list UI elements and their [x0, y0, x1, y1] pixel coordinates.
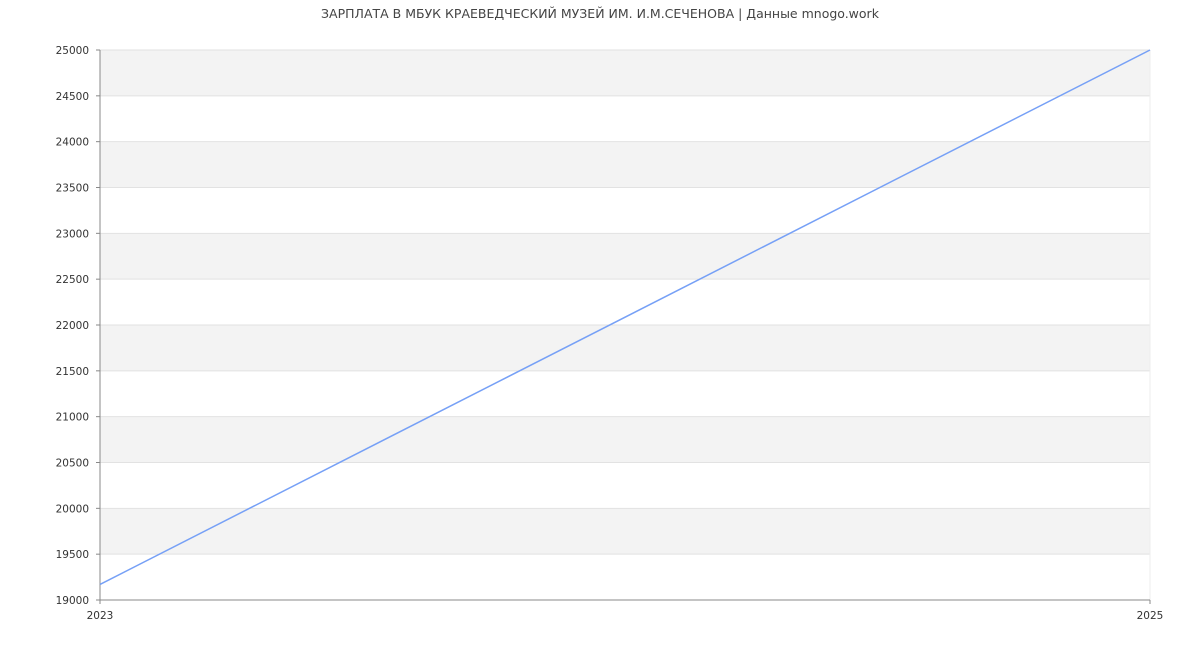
y-tick-label: 23000	[56, 228, 89, 240]
y-tick-label: 24500	[56, 91, 89, 103]
x-tick-label: 2023	[87, 610, 114, 622]
y-tick-label: 21500	[56, 366, 89, 378]
y-tick-label: 19500	[56, 549, 89, 561]
y-tick-label: 21000	[56, 412, 89, 424]
grid-band	[100, 508, 1150, 555]
y-tick-label: 20500	[56, 458, 89, 470]
grid-band	[100, 50, 1150, 96]
y-tick-label: 23500	[56, 183, 89, 195]
grid-band	[100, 233, 1150, 280]
y-tick-label: 25000	[56, 45, 89, 57]
chart-title: ЗАРПЛАТА В МБУК КРАЕВЕДЧЕСКИЙ МУЗЕЙ ИМ. …	[321, 6, 879, 21]
x-tick-label: 2025	[1137, 610, 1164, 622]
y-tick-label: 19000	[56, 595, 89, 607]
y-tick-label: 22500	[56, 274, 89, 286]
grid-band	[100, 325, 1150, 371]
series-line	[99, 49, 1151, 586]
y-tick-label: 24000	[56, 137, 89, 149]
y-tick-label: 22000	[56, 320, 89, 332]
y-tick-label: 20000	[56, 503, 89, 515]
grid-band	[100, 141, 1150, 188]
grid-band	[100, 416, 1150, 463]
